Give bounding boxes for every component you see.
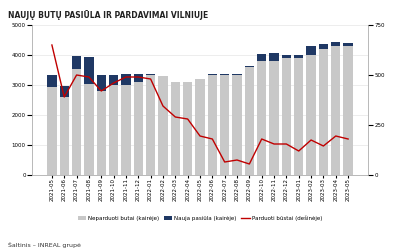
Bar	[282, 58, 291, 175]
Bar	[257, 54, 266, 61]
Bar	[146, 74, 155, 175]
Bar	[72, 68, 81, 175]
Parduoti būstai (dešinėje)	[99, 90, 104, 92]
Bar	[109, 85, 118, 175]
Parduoti būstai (dešinėje)	[309, 138, 314, 141]
Bar	[72, 56, 81, 68]
Parduoti būstai (dešinėje)	[124, 76, 128, 78]
Bar	[245, 66, 254, 67]
Bar	[319, 44, 328, 49]
Text: Šaltinis – INREAL grupė: Šaltinis – INREAL grupė	[8, 242, 81, 248]
Bar	[134, 74, 143, 82]
Bar	[319, 49, 328, 175]
Bar	[47, 86, 56, 175]
Bar	[232, 74, 242, 175]
Bar	[121, 74, 130, 85]
Bar	[158, 76, 168, 175]
Bar	[331, 46, 340, 175]
Parduoti būstai (dešinėje)	[160, 104, 165, 108]
Parduoti būstai (dešinėje)	[321, 144, 326, 148]
Parduoti būstai (dešinėje)	[346, 138, 350, 140]
Parduoti būstai (dešinėje)	[235, 158, 240, 162]
Parduoti būstai (dešinėje)	[111, 82, 116, 84]
Text: NAUJŲ BUTŲ PASIŪLA IR PARDAVIMAI VILNIUJE: NAUJŲ BUTŲ PASIŪLA IR PARDAVIMAI VILNIUJ…	[8, 10, 208, 20]
Parduoti būstai (dešinėje)	[74, 74, 79, 76]
Bar	[294, 55, 303, 58]
Parduoti būstai (dešinėje)	[62, 96, 67, 98]
Bar	[134, 82, 143, 175]
Bar	[282, 55, 291, 58]
Parduoti būstai (dešinėje)	[185, 118, 190, 120]
Bar	[270, 61, 279, 175]
Parduoti būstai (dešinėje)	[222, 160, 227, 164]
Bar	[306, 55, 316, 175]
Bar	[344, 43, 353, 46]
Bar	[220, 74, 229, 175]
Bar	[195, 79, 205, 175]
Bar	[171, 82, 180, 175]
Parduoti būstai (dešinėje)	[148, 78, 153, 80]
Bar	[109, 74, 118, 85]
Parduoti būstai (dešinėje)	[210, 138, 215, 140]
Parduoti būstai (dešinėje)	[333, 134, 338, 138]
Bar	[121, 85, 130, 175]
Bar	[306, 46, 316, 55]
Bar	[331, 42, 340, 46]
Bar	[257, 61, 266, 175]
Legend: Neparduoti butai (kairėje), Nauja pasiūla (kairėje), Parduoti būstai (dešinėje): Neparduoti butai (kairėje), Nauja pasiūl…	[76, 214, 324, 224]
Parduoti būstai (dešinėje)	[136, 76, 141, 78]
Bar	[60, 86, 69, 97]
Bar	[97, 91, 106, 175]
Bar	[344, 46, 353, 175]
Bar	[47, 75, 56, 86]
Parduoti būstai (dešinėje)	[50, 44, 54, 46]
Parduoti būstai (dešinėje)	[259, 138, 264, 140]
Bar	[60, 97, 69, 175]
Bar	[84, 56, 94, 84]
Parduoti būstai (dešinėje)	[272, 142, 276, 146]
Bar	[97, 74, 106, 91]
Parduoti būstai (dešinėje)	[284, 142, 289, 146]
Bar	[208, 74, 217, 175]
Parduoti būstai (dešinėje)	[173, 116, 178, 118]
Bar	[270, 52, 279, 61]
Parduoti būstai (dešinėje)	[198, 134, 202, 138]
Bar	[294, 58, 303, 175]
Parduoti būstai (dešinėje)	[86, 76, 91, 78]
Bar	[245, 67, 254, 175]
Bar	[183, 82, 192, 175]
Bar	[84, 84, 94, 175]
Parduoti būstai (dešinėje)	[247, 162, 252, 166]
Parduoti būstai (dešinėje)	[296, 150, 301, 152]
Line: Parduoti būstai (dešinėje): Parduoti būstai (dešinėje)	[52, 45, 348, 164]
